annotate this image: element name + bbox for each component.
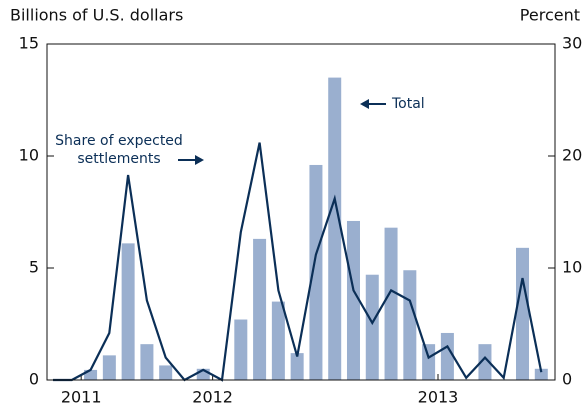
y2-tick-label: 20 xyxy=(562,146,582,165)
bar xyxy=(328,77,342,380)
bar xyxy=(84,369,98,380)
y-tick-label: 15 xyxy=(19,34,39,53)
line xyxy=(53,142,543,382)
bar xyxy=(140,344,154,380)
plot-frame xyxy=(46,43,556,381)
bar xyxy=(384,227,398,380)
bar xyxy=(422,344,436,380)
bar xyxy=(234,319,248,380)
bar xyxy=(534,368,548,380)
y-tick-label: 0 xyxy=(29,370,39,389)
bar xyxy=(253,238,267,380)
x-tick-label: 2013 xyxy=(418,388,459,407)
x-tick-label: 2012 xyxy=(192,388,233,407)
bar xyxy=(440,332,454,380)
y2-tick-label: 10 xyxy=(562,258,582,277)
arrow-head xyxy=(360,99,369,109)
bar xyxy=(403,270,417,380)
arrow-head xyxy=(195,155,204,165)
y-axis-label: Billions of U.S. dollars xyxy=(10,6,183,25)
y-tick-label: 10 xyxy=(19,146,39,165)
bar xyxy=(159,365,173,380)
bar xyxy=(346,220,360,380)
bar xyxy=(196,368,210,380)
bar xyxy=(290,353,304,380)
bar xyxy=(102,355,116,380)
x-tick-label: 2011 xyxy=(61,388,102,407)
bar xyxy=(365,274,379,380)
bar xyxy=(309,164,323,380)
bar xyxy=(271,301,285,380)
bar xyxy=(478,344,492,380)
y-tick-label: 5 xyxy=(29,258,39,277)
y2-axis-label: Percent xyxy=(520,6,580,25)
bar xyxy=(121,243,135,380)
bar xyxy=(516,247,530,380)
bar-annotation: Total xyxy=(392,96,425,112)
y2-tick-label: 0 xyxy=(562,370,572,389)
line-annotation: Share of expected settlements xyxy=(55,133,183,167)
y2-tick-label: 30 xyxy=(562,34,582,53)
